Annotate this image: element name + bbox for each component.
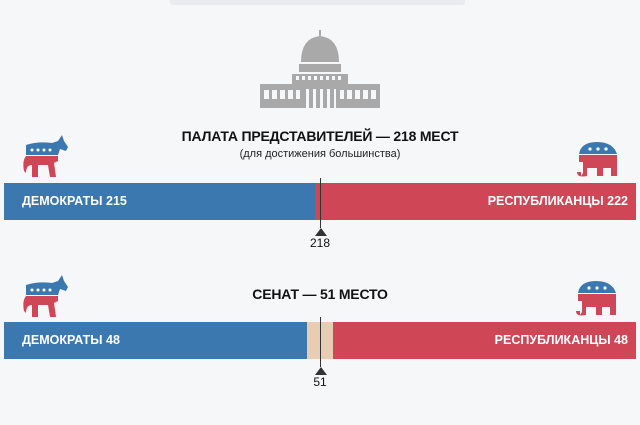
donkey-icon <box>23 275 68 317</box>
house-republicans-label: РЕСПУБЛИКАНЦЫ 222 <box>487 194 628 208</box>
senate-republicans-label: РЕСПУБЛИКАНЦЫ 48 <box>494 333 628 347</box>
house-democrats-label: ДЕМОКРАТЫ 215 <box>22 194 127 208</box>
senate-bar: ДЕМОКРАТЫ 48 РЕСПУБЛИКАНЦЫ 48 <box>4 322 636 359</box>
senate-republicans-segment <box>332 322 636 359</box>
elephant-icon <box>577 142 617 177</box>
elephant-icon <box>576 281 616 316</box>
house-democrats-segment <box>4 183 315 220</box>
house-subtitle: (для достижения большинства) <box>239 148 401 160</box>
house-title: ПАЛАТА ПРЕДСТАВИТЕЛЕЙ — 218 МЕСТ <box>181 128 459 144</box>
donkey-icon <box>23 135 68 177</box>
house-majority-line <box>320 178 321 228</box>
house-majority-label: 218 <box>309 236 331 250</box>
senate-democrats-label: ДЕМОКРАТЫ 48 <box>22 333 120 347</box>
senate-majority-marker <box>314 367 327 375</box>
senate-majority-label: 51 <box>313 375 327 389</box>
capitol-icon <box>260 30 380 108</box>
house-majority-marker <box>314 228 327 236</box>
senate-title: СЕНАТ — 51 МЕСТО <box>252 286 388 302</box>
top-bar <box>170 0 465 5</box>
senate-vacant-segment <box>307 322 333 359</box>
senate-democrats-segment <box>4 322 308 359</box>
house-republicans-segment <box>314 183 636 220</box>
house-bar: ДЕМОКРАТЫ 215 РЕСПУБЛИКАНЦЫ 222 <box>4 183 636 220</box>
senate-majority-line <box>320 317 321 367</box>
